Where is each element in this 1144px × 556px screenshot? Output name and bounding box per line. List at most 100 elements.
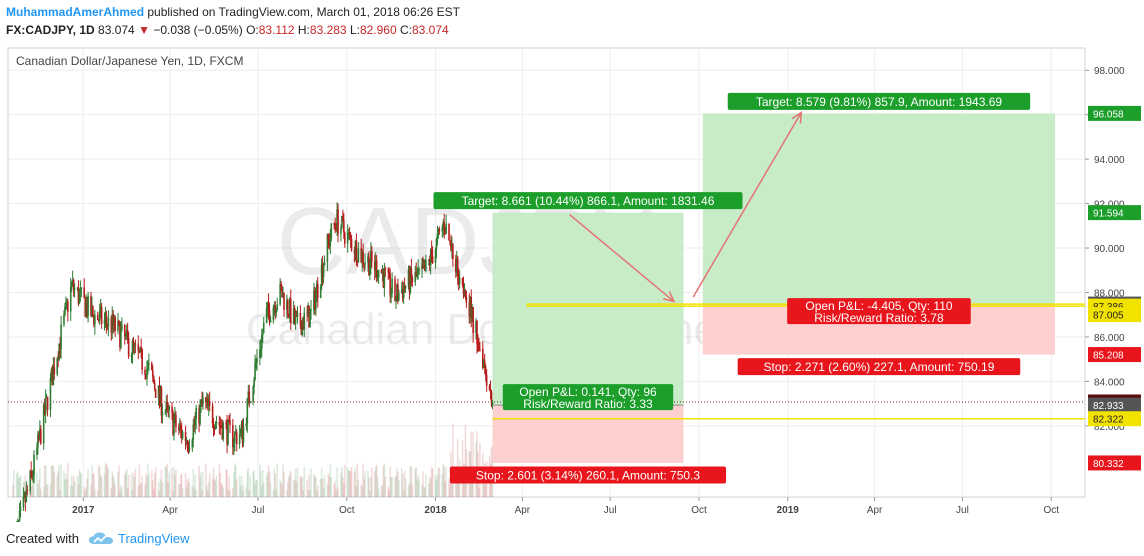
position-1-profit-zone[interactable] — [492, 212, 684, 406]
position-labels[interactable]: Target: 8.661 (10.44%) 866.1, Amount: 18… — [433, 92, 1031, 484]
volume-bar — [80, 474, 83, 497]
position-2-profit-zone[interactable] — [702, 113, 1056, 305]
candle-body — [482, 348, 484, 368]
volume-bar — [248, 490, 251, 497]
position-2-target-label[interactable]: Target: 8.579 (9.81%) 857.9, Amount: 194… — [727, 92, 1031, 110]
volume-bar — [415, 467, 418, 497]
volume-bar — [443, 466, 446, 497]
volume-bar — [184, 472, 187, 497]
arrow-line[interactable] — [569, 214, 675, 302]
candle-body — [40, 429, 42, 444]
time-axis[interactable]: 2017 Apr Jul Oct 2018 Apr Jul Oct 2019 Apr Jul Oct — [72, 497, 1059, 516]
volume-bar — [121, 487, 123, 497]
position-2-stop-label[interactable]: Stop: 2.271 (2.60%) 227.1, Amount: 750.1… — [737, 358, 1021, 376]
volume-bar — [457, 470, 460, 497]
volume-bar — [78, 469, 81, 497]
candle-body — [436, 233, 439, 239]
volume-bar — [377, 489, 380, 497]
candle-body — [448, 223, 450, 241]
volume-bar — [139, 483, 142, 497]
volume-bar — [207, 482, 210, 497]
candle-body — [316, 283, 318, 294]
volume-bar — [37, 483, 39, 497]
candle-body — [370, 251, 372, 267]
volume-bar — [159, 479, 162, 497]
volume-bar — [157, 482, 160, 497]
candle-body — [150, 363, 153, 370]
candle-body — [174, 415, 176, 422]
volume-bar — [97, 465, 100, 497]
candle-body — [199, 404, 201, 424]
candle-body — [336, 209, 338, 230]
candle-body — [161, 412, 164, 416]
candle-body — [152, 376, 155, 384]
candle-body — [200, 401, 202, 405]
volume-bar — [336, 467, 338, 497]
candle-body — [126, 330, 129, 338]
volume-bar — [174, 475, 176, 497]
candle-body — [221, 427, 224, 439]
volume-bar — [118, 465, 120, 497]
volume-bar — [150, 470, 153, 497]
volume-bar — [205, 463, 207, 497]
volume-bar — [30, 486, 32, 497]
volume-bar — [247, 467, 250, 497]
volume-bar — [261, 485, 263, 497]
candle-body — [233, 442, 235, 448]
volume-bar — [269, 482, 272, 497]
candle-body — [120, 330, 122, 348]
candle-body — [282, 293, 284, 298]
volume-bar — [105, 463, 108, 497]
volume-bar — [180, 473, 183, 497]
volume-bar — [273, 468, 276, 497]
position-zones[interactable] — [492, 113, 1056, 463]
volume-bar — [200, 471, 202, 497]
candles — [16, 202, 494, 522]
price-chart[interactable]: CADJPY, 1D Canadian Dollar/Japanese Yen … — [0, 44, 1144, 522]
volume-bar — [58, 465, 60, 497]
position-1-target-label[interactable]: Target: 8.661 (10.44%) 866.1, Amount: 18… — [433, 192, 743, 210]
candle-body — [30, 470, 32, 474]
arrow-line[interactable] — [692, 112, 802, 298]
position-1-stop-label[interactable]: Stop: 2.601 (3.14%) 260.1, Amount: 750.3 — [449, 466, 726, 484]
volume-bar — [171, 467, 173, 497]
tradingview-cloud-icon[interactable] — [88, 531, 114, 547]
candle-body — [59, 343, 61, 350]
candle-body — [70, 281, 73, 287]
volume-bar — [404, 478, 407, 497]
candle-body — [39, 429, 41, 440]
candle-body — [121, 324, 123, 331]
volume-bar — [286, 489, 288, 497]
volume-bar — [408, 483, 411, 497]
candle-body — [147, 363, 149, 369]
position-1-loss-zone[interactable] — [492, 405, 684, 463]
volume-bar — [134, 468, 137, 497]
author-link[interactable]: MuhammadAmerAhmed — [6, 5, 145, 19]
candle-body — [455, 258, 458, 273]
x-tick-label: Oct — [1043, 505, 1059, 516]
candle-body — [408, 269, 411, 292]
tradingview-brand[interactable]: TradingView — [118, 531, 190, 546]
price-axis-label: 82.933 — [1093, 401, 1124, 412]
volume-bar — [85, 487, 87, 497]
volume-bar — [127, 474, 130, 497]
candle-body — [84, 297, 87, 317]
volume-bar — [289, 470, 292, 497]
volume-bar — [334, 481, 336, 497]
candle-body — [407, 269, 410, 286]
candle-body — [334, 223, 336, 225]
arrows[interactable] — [569, 110, 803, 303]
symbol-label[interactable]: FX:CADJPY, 1D — [6, 23, 95, 37]
volume-bar — [387, 486, 390, 497]
price-axis[interactable]: 98.00096.00094.00092.00090.00088.00086.0… — [1085, 66, 1141, 471]
volume-bar — [181, 487, 184, 497]
position-1-target-label-bg — [433, 192, 743, 210]
candle-body — [450, 241, 452, 250]
volume-bar — [73, 480, 76, 497]
volume-bar — [427, 483, 430, 497]
candle-body — [192, 424, 195, 440]
candle-body — [273, 305, 276, 308]
y-tick-label: 82.000 — [1094, 422, 1125, 433]
